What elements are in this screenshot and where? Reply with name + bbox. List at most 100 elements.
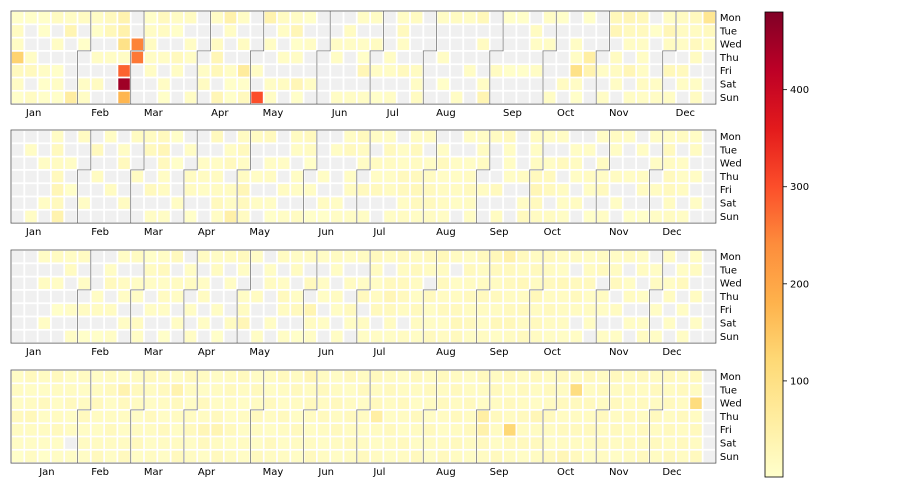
day-cell (331, 38, 343, 50)
empty-day-cell (543, 25, 556, 37)
empty-day-cell (464, 51, 476, 64)
day-cell (184, 424, 197, 436)
day-cell (144, 264, 157, 276)
day-cell (570, 91, 582, 104)
empty-day-cell (317, 65, 330, 77)
empty-day-cell (38, 184, 50, 196)
day-cell (264, 210, 277, 223)
day-cell (410, 370, 423, 383)
day-cell (65, 370, 77, 383)
empty-day-cell (477, 51, 489, 64)
day-cell (530, 250, 543, 263)
day-cell (371, 384, 383, 396)
day-cell (410, 410, 423, 423)
day-cell (597, 330, 609, 343)
day-cell (397, 184, 410, 196)
empty-day-cell (277, 38, 290, 50)
day-cell (65, 450, 77, 463)
day-cell (51, 157, 64, 169)
day-cell (543, 264, 556, 276)
empty-day-cell (11, 170, 24, 183)
empty-day-cell (198, 264, 210, 276)
empty-day-cell (198, 91, 210, 104)
day-cell (251, 290, 263, 303)
day-cell (11, 384, 24, 396)
day-cell (424, 397, 436, 409)
day-cell (91, 370, 104, 383)
day-cell (410, 330, 423, 343)
month-label: Jul (372, 467, 385, 478)
day-cell (105, 450, 117, 463)
day-cell (557, 184, 569, 196)
day-cell (198, 277, 210, 289)
day-cell (105, 51, 117, 64)
month-label: Apr (211, 108, 229, 119)
day-cell (557, 197, 569, 209)
empty-day-cell (65, 317, 77, 329)
day-cell (51, 78, 64, 90)
day-cell (344, 210, 356, 223)
day-cell (11, 437, 24, 449)
day-cell (238, 65, 250, 77)
empty-day-cell (557, 91, 569, 104)
day-cell (78, 370, 90, 383)
day-cell (597, 384, 609, 396)
day-cell (118, 370, 130, 383)
empty-day-cell (344, 157, 356, 169)
month-boundary (183, 130, 198, 224)
day-cell (158, 78, 170, 90)
day-cell (224, 397, 237, 409)
empty-day-cell (304, 91, 316, 104)
day-cell (490, 397, 503, 409)
empty-day-cell (504, 78, 516, 90)
day-cell (371, 38, 383, 50)
day-cell (543, 130, 556, 143)
day-cell (344, 304, 356, 316)
day-cell (663, 197, 676, 209)
day-cell (530, 144, 543, 156)
empty-day-cell (251, 264, 263, 276)
empty-day-cell (437, 130, 449, 143)
day-cell (144, 397, 157, 409)
day-cell (650, 130, 662, 143)
day-cell (304, 38, 316, 50)
day-cell (304, 437, 316, 449)
empty-day-cell (623, 144, 636, 156)
empty-day-cell (477, 65, 489, 77)
day-cell (238, 144, 250, 156)
day-cell (158, 91, 170, 104)
day-cell (410, 157, 423, 169)
day-cell (277, 277, 290, 289)
day-cell (464, 397, 476, 409)
day-cell (91, 437, 104, 449)
empty-day-cell (690, 184, 702, 196)
day-cell (25, 51, 37, 64)
day-cell (650, 370, 662, 383)
empty-day-cell (198, 51, 210, 64)
day-cell (291, 370, 303, 383)
day-cell (410, 91, 423, 104)
day-cell (38, 370, 50, 383)
empty-day-cell (610, 290, 622, 303)
empty-day-cell (570, 264, 582, 276)
day-cell (543, 184, 556, 196)
empty-day-cell (543, 51, 556, 64)
day-label: Sun (720, 452, 739, 463)
empty-day-cell (703, 197, 715, 209)
empty-day-cell (224, 170, 237, 183)
day-cell (504, 397, 516, 409)
day-cell (637, 397, 649, 409)
day-cell (597, 65, 609, 77)
day-cell (663, 210, 676, 223)
day-cell (477, 250, 489, 263)
day-cell (211, 170, 223, 183)
day-cell (91, 384, 104, 396)
day-cell (131, 51, 144, 64)
empty-day-cell (637, 197, 649, 209)
day-cell (264, 424, 277, 436)
day-cell (597, 210, 609, 223)
empty-day-cell (650, 170, 662, 183)
day-cell (464, 370, 476, 383)
empty-day-cell (424, 78, 436, 90)
day-cell (38, 384, 50, 396)
